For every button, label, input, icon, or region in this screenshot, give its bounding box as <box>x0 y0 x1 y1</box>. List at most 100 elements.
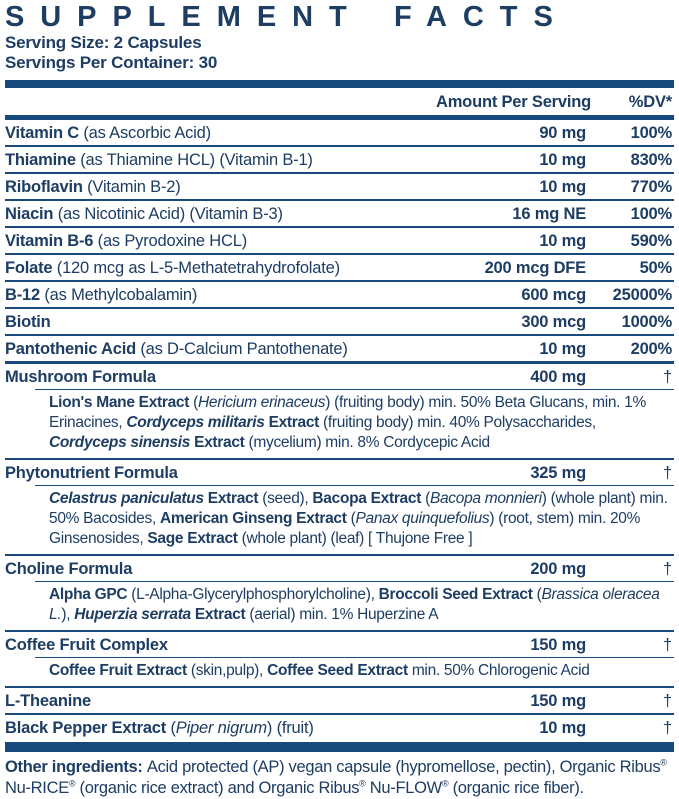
ingredient-line: Phytonutrient Formula 325 mg † <box>5 463 674 483</box>
text-segment: Cordyceps militaris <box>126 414 265 431</box>
ingredient-name: Pantothenic Acid (as D-Calcium Pantothen… <box>5 339 436 359</box>
amount-value: 16 mg NE <box>512 205 586 223</box>
table-row: Black Pepper Extract (Piper nigrum) (fru… <box>5 715 674 740</box>
text-segment: Extract <box>203 490 263 507</box>
text-segment: ) (fruiting body) min. 50% Beta Glucans,… <box>49 394 646 431</box>
top-divider-bar <box>5 80 674 88</box>
ingredient-name: Biotin <box>5 312 436 332</box>
section-ingredients: Alpha GPC (L-Alpha-Glycerylphosphorylcho… <box>49 584 674 628</box>
text-segment: Coffee Seed Extract <box>267 662 412 679</box>
text-segment: ) (root, stem) min. 20% Ginsenosides, <box>49 510 641 547</box>
header-divider-bar <box>5 115 674 120</box>
text-segment: Nu-RICE <box>5 779 69 797</box>
text-segment: Coffee Fruit Complex <box>5 636 168 654</box>
text-segment: ( <box>350 510 356 527</box>
ingredient-line: Folate (120 mcg as L-5-Methatetrahydrofo… <box>5 258 674 278</box>
text-segment: Hericium erinaceus <box>198 394 326 411</box>
table-row: Riboflavin (Vitamin B-2) 10 mg 770% <box>5 174 674 201</box>
ingredient-name: Coffee Fruit Complex <box>5 635 436 655</box>
ingredient-name: L-Theanine <box>5 691 436 711</box>
ingredient-name: B-12 (as Methylcobalamin) <box>5 285 436 305</box>
text-segment: L-Theanine <box>5 692 92 710</box>
ingredient-name: Riboflavin (Vitamin B-2) <box>5 177 436 197</box>
text-segment: Acid protected (AP) vegan capsule (hypro… <box>146 758 661 776</box>
amount-value: 10 mg <box>539 178 586 196</box>
dv-value: 1000% <box>621 313 673 331</box>
text-segment: Panax quinquefolius <box>355 510 490 527</box>
ingredient-name: Phytonutrient Formula <box>5 463 436 483</box>
text-segment: (organic rice extract) and Organic Ribus <box>75 779 360 797</box>
dagger-symbol: † <box>663 560 672 578</box>
ingredient-line: B-12 (as Methylcobalamin) 600 mcg 25000% <box>5 285 674 305</box>
facts-table: Vitamin C (as Ascorbic Acid) 90 mg 100% Thi… <box>5 120 674 740</box>
ingredient-name: Niacin (as Nicotinic Acid) (Vitamin B-3) <box>5 204 436 224</box>
text-segment: Phytonutrient Formula <box>5 464 178 482</box>
text-segment: Brassica oleracea L. <box>49 586 660 623</box>
ingredient-line: Riboflavin (Vitamin B-2) 10 mg 770% <box>5 177 674 197</box>
servings-per-container-text: Servings Per Container: 30 <box>5 53 218 72</box>
dv-value: 770% <box>630 178 673 196</box>
table-row: Vitamin B-6 (as Pyrodoxine HCL) 10 mg 590% <box>5 228 674 255</box>
ingredient-line: L-Theanine 150 mg † <box>5 691 674 711</box>
text-segment: Nu-FLOW <box>365 779 442 797</box>
ingredient-line: Thiamine (as Thiamine HCL) (Vitamin B-1)… <box>5 150 674 170</box>
text-segment: Other ingredients: <box>5 758 147 776</box>
dv-column-header: %DV* <box>628 93 672 111</box>
text-segment: Bacopa Extract <box>312 490 426 507</box>
text-segment: Bacopa monnieri <box>429 490 542 507</box>
text-segment: (120 mcg as L-5-Methatetrahydrofolate) <box>56 259 340 277</box>
ingredient-line: Vitamin C (as Ascorbic Acid) 90 mg 100% <box>5 123 674 143</box>
section-row: Coffee Fruit Complex 150 mg † Coffee Fruit … <box>5 632 674 688</box>
ingredient-name: Folate (120 mcg as L-5-Methatetrahydrofo… <box>5 258 436 278</box>
ingredient-line: Mushroom Formula 400 mg † <box>5 367 674 387</box>
text-segment: Mushroom Formula <box>5 368 156 386</box>
amount-value: 150 mg <box>530 692 586 710</box>
text-segment: Huperzia serrata <box>74 606 191 623</box>
table-row: Folate (120 mcg as L-5-Methatetrahydrofo… <box>5 255 674 282</box>
amount-value: 10 mg <box>539 151 586 169</box>
dv-value: 200% <box>630 340 673 358</box>
text-segment: Alpha GPC <box>49 586 132 603</box>
ingredient-line: Coffee Fruit Complex 150 mg † <box>5 635 674 655</box>
table-row: L-Theanine 150 mg † <box>5 688 674 715</box>
dv-value: 830% <box>630 151 673 169</box>
ingredient-line: Biotin 300 mcg 1000% <box>5 312 674 332</box>
text-segment: Niacin <box>5 205 58 223</box>
text-segment: Sage Extract <box>147 530 242 547</box>
text-segment: (as Thiamine HCL) (Vitamin B-1) <box>80 151 313 169</box>
amount-value: 150 mg <box>530 636 586 654</box>
other-ingredients-text: Other ingredients: Acid protected (AP) v… <box>5 757 674 799</box>
section-inner-rule <box>35 657 674 658</box>
ingredient-name: Vitamin C (as Ascorbic Acid) <box>5 123 436 143</box>
amount-value: 10 mg <box>539 719 586 737</box>
text-segment: min. 50% Chlorogenic Acid <box>411 662 590 679</box>
amount-value: 200 mcg DFE <box>484 259 587 277</box>
text-segment: ( <box>193 394 198 411</box>
dv-value: † <box>586 463 674 483</box>
table-row: B-12 (as Methylcobalamin) 600 mcg 25000% <box>5 282 674 309</box>
dv-value: 50% <box>639 259 673 277</box>
ingredient-name: Mushroom Formula <box>5 367 436 387</box>
amount-value: 200 mg <box>530 560 586 578</box>
text-segment: (as Nicotinic Acid) (Vitamin B-3) <box>57 205 283 223</box>
text-segment: Riboflavin <box>5 178 88 196</box>
section-row: Mushroom Formula 400 mg † Lion's Mane Extra… <box>5 364 674 460</box>
dagger-symbol: † <box>663 636 672 654</box>
amount-value: 600 mcg <box>521 286 586 304</box>
text-segment: ) (fruit) <box>266 719 314 737</box>
dagger-symbol: † <box>663 692 672 710</box>
table-row: Vitamin C (as Ascorbic Acid) 90 mg 100% <box>5 120 674 147</box>
supplement-label: SUPPLEMENT FACTS Serving Size: 2 Capsule… <box>5 2 674 799</box>
text-segment: (fruiting body) min. 40% Polysaccharides… <box>323 414 596 431</box>
footer-divider-bar <box>5 742 674 752</box>
text-segment: (Vitamin B-2) <box>87 178 181 196</box>
amount-value: 325 mg <box>530 464 586 482</box>
text-segment: (organic rice fiber). <box>448 779 585 797</box>
ingredient-line: Choline Formula 200 mg † <box>5 559 674 579</box>
text-segment: (whole plant) (leaf) [ Thujone Free ] <box>241 530 473 547</box>
text-segment: Thiamine <box>5 151 81 169</box>
table-row: Thiamine (as Thiamine HCL) (Vitamin B-1)… <box>5 147 674 174</box>
dv-value: 100% <box>630 124 673 142</box>
dv-value: 100% <box>630 205 673 223</box>
ingredient-line: Niacin (as Nicotinic Acid) (Vitamin B-3)… <box>5 204 674 224</box>
